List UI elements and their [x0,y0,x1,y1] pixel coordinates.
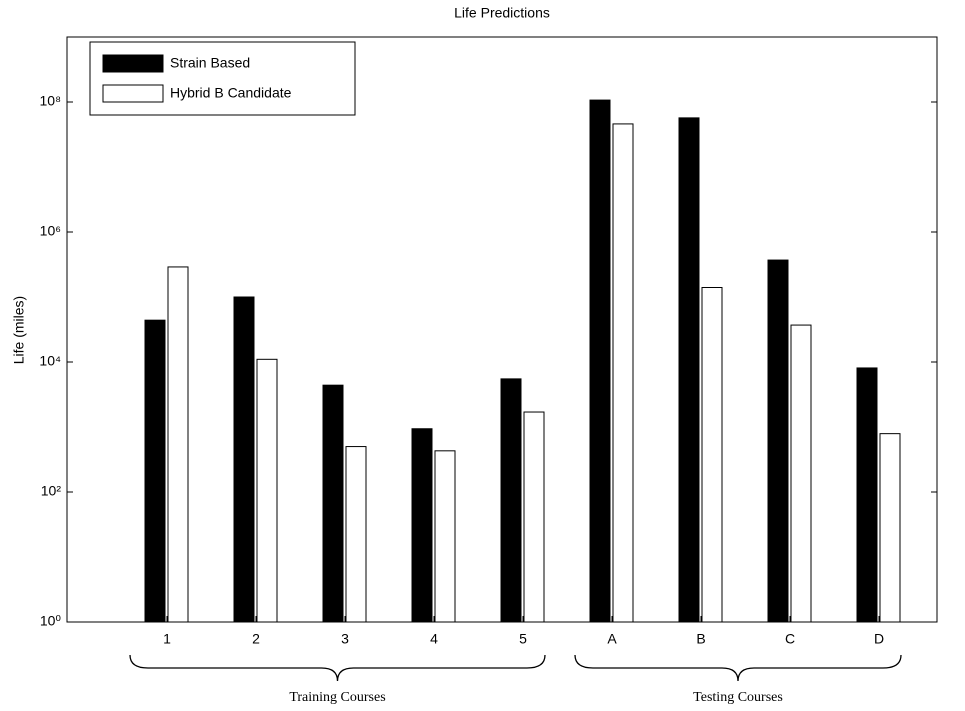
x-tick-label: 1 [163,631,171,647]
x-tick-label: D [874,631,884,647]
y-tick-label: 10² [41,483,62,499]
legend-swatch [102,84,164,103]
bar [767,259,789,623]
x-tick-label: 4 [430,631,438,647]
x-tick-label: 2 [252,631,260,647]
x-tick-label: 5 [519,631,527,647]
bar [790,324,812,623]
bar [411,428,433,623]
y-tick-label: 10⁸ [40,93,62,109]
bar [256,358,278,623]
x-tick-label: C [785,631,795,647]
y-axis-label: Life (miles) [11,296,27,364]
x-tick-label: B [696,631,705,647]
bar [500,378,522,623]
bar [523,411,545,623]
group-brace [129,654,546,682]
bar [678,117,700,623]
y-tick-label: 10⁶ [40,223,61,239]
group-brace [574,654,902,682]
bar [167,266,189,623]
legend-label: Hybrid B Candidate [170,85,292,101]
bar [144,319,166,623]
legend-swatch [102,54,164,73]
bar [701,287,723,623]
bar [879,433,901,623]
bar [589,99,611,623]
y-tick-label: 10⁰ [40,613,62,629]
bar [345,446,367,623]
bar [434,450,456,623]
group-label: Testing Courses [693,690,783,705]
x-tick-label: A [607,631,617,647]
legend-box [89,41,356,116]
bar [856,367,878,623]
x-tick-label: 3 [341,631,349,647]
y-tick-label: 10⁴ [39,353,61,369]
legend-label: Strain Based [170,55,250,71]
bar [233,296,255,623]
bar [322,384,344,623]
chart-title: Life Predictions [454,5,550,21]
bar [612,123,634,623]
group-label: Training Courses [289,690,385,705]
